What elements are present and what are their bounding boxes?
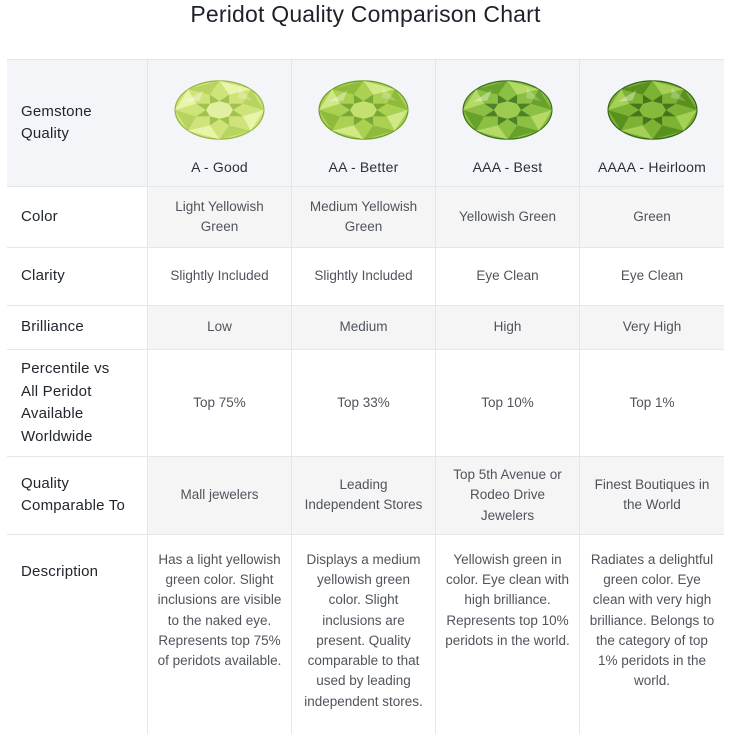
grade-label-aaaa: AAAA - Heirloom: [597, 159, 707, 175]
brilliance-cell-aa: Medium: [292, 306, 436, 350]
brilliance-cell-a: Low: [148, 306, 292, 350]
row-label-percentile: Percentile vs All Peridot Available Worl…: [7, 350, 148, 457]
brilliance-cell-aaaa: Very High: [580, 306, 724, 350]
row-label-brilliance: Brilliance: [7, 306, 148, 350]
percentile-cell-a: Top 75%: [148, 350, 292, 457]
comparable-cell-a: Mall jewelers: [148, 457, 292, 535]
page-title: Peridot Quality Comparison Chart: [190, 1, 541, 27]
description-cell-aa: Displays a medium yellowish green color.…: [292, 534, 436, 734]
peridot-gem-aa-better-icon: [318, 80, 409, 140]
gem-cell-aa: AA - Better: [292, 60, 436, 187]
description-cell-a: Has a light yellowish green color. Sligh…: [148, 534, 292, 734]
gem-cell-aaaa: AAAA - Heirloom: [580, 60, 724, 187]
gem-cell-aaa: AAA - Best: [436, 60, 580, 187]
gem-cell-a: A - Good: [148, 60, 292, 187]
row-label-comparable: Quality Comparable To: [7, 457, 148, 535]
clarity-cell-aaa: Eye Clean: [436, 248, 580, 306]
color-cell-aaa: Yellowish Green: [436, 187, 580, 248]
clarity-cell-a: Slightly Included: [148, 248, 292, 306]
description-cell-aaaa: Radiates a delightful green color. Eye c…: [580, 534, 724, 734]
row-label-description: Description: [7, 534, 148, 734]
row-label-gemstone-quality: Gemstone Quality: [7, 60, 148, 187]
grade-label-aa: AA - Better: [328, 159, 399, 175]
brilliance-cell-aaa: High: [436, 306, 580, 350]
comparison-table: Gemstone Quality A - Good AA - Better AA…: [7, 59, 724, 734]
percentile-cell-aa: Top 33%: [292, 350, 436, 457]
percentile-cell-aaaa: Top 1%: [580, 350, 724, 457]
comparable-cell-aaaa: Finest Boutiques in the World: [580, 457, 724, 535]
row-label-clarity: Clarity: [7, 248, 148, 306]
clarity-cell-aa: Slightly Included: [292, 248, 436, 306]
peridot-gem-a-good-icon: [174, 80, 265, 140]
color-cell-a: Light Yellowish Green: [148, 187, 292, 248]
comparable-cell-aaa: Top 5th Avenue or Rodeo Drive Jewelers: [436, 457, 580, 535]
color-cell-aaaa: Green: [580, 187, 724, 248]
peridot-gem-aaa-best-icon: [462, 80, 553, 140]
description-cell-aaa: Yellowish green in color. Eye clean with…: [436, 534, 580, 734]
clarity-cell-aaaa: Eye Clean: [580, 248, 724, 306]
comparable-cell-aa: Leading Independent Stores: [292, 457, 436, 535]
percentile-cell-aaa: Top 10%: [436, 350, 580, 457]
peridot-gem-aaaa-heirloom-icon: [606, 80, 698, 140]
grade-label-aaa: AAA - Best: [472, 159, 543, 175]
grade-label-a: A - Good: [191, 159, 248, 175]
color-cell-aa: Medium Yellowish Green: [292, 187, 436, 248]
row-label-color: Color: [7, 187, 148, 248]
